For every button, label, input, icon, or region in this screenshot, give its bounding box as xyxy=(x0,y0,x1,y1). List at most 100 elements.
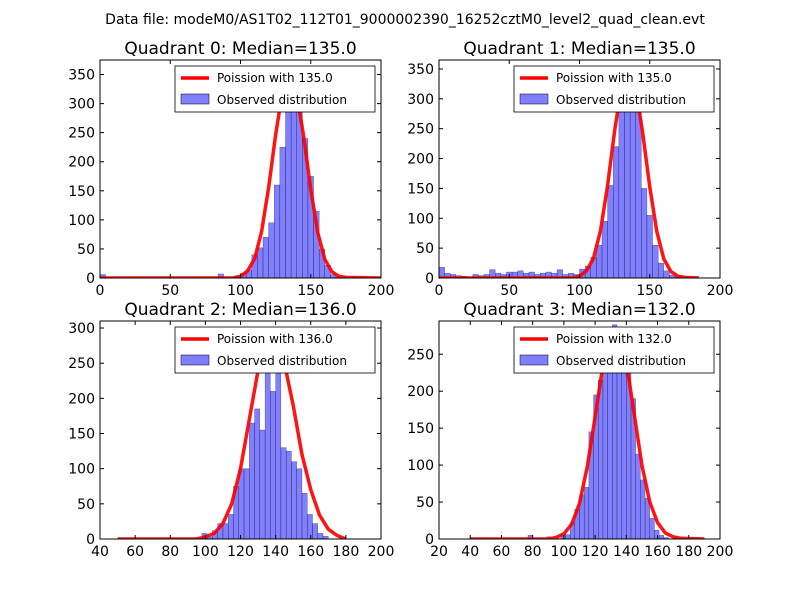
y-tick-label: 100 xyxy=(68,213,95,229)
legend-box xyxy=(513,65,715,113)
histogram-bar xyxy=(635,453,641,539)
legend-line-label: Poission with 135.0 xyxy=(217,71,333,85)
legend-line-label: Poission with 136.0 xyxy=(217,332,333,346)
x-tick-label: 120 xyxy=(582,544,609,560)
legend-bar-swatch xyxy=(180,93,210,105)
x-tick-label: 50 xyxy=(500,283,518,299)
subplot-title: Quadrant 1: Median=135.0 xyxy=(463,39,695,59)
histogram-bar xyxy=(285,112,292,278)
subplot-title: Quadrant 2: Median=136.0 xyxy=(124,300,356,320)
histogram-bar xyxy=(312,523,318,539)
legend-bar-label: Observed distribution xyxy=(217,354,347,368)
x-tick-label: 100 xyxy=(566,283,593,299)
histogram-bar xyxy=(629,92,636,278)
y-tick-label: 200 xyxy=(68,391,95,407)
y-tick-label: 150 xyxy=(68,184,95,200)
histogram-bar xyxy=(262,237,269,278)
legend: Poission with 135.0 Observed distribution xyxy=(513,65,715,113)
histogram-bar xyxy=(257,247,264,278)
histogram-bar xyxy=(254,408,261,539)
legend-box xyxy=(174,65,376,113)
x-tick-label: 60 xyxy=(493,544,511,560)
y-tick-label: 250 xyxy=(407,347,434,363)
figure-suptitle: Data file: modeM0/AS1T02_112T01_90000023… xyxy=(105,12,705,28)
y-tick-label: 50 xyxy=(416,495,434,511)
x-tick-label: 50 xyxy=(161,283,179,299)
x-tick-label: 180 xyxy=(675,544,702,560)
legend: Poission with 136.0 Observed distribution xyxy=(174,326,376,374)
y-tick-label: 0 xyxy=(425,271,434,287)
subplot-quadrant-0: Quadrant 0: Median=135.0 0 50 100 150 200 0 50… xyxy=(68,39,394,299)
histogram-bar xyxy=(616,357,622,539)
legend: Poission with 132.0 Observed distribution xyxy=(513,326,715,374)
y-tick-label: 0 xyxy=(425,532,434,548)
x-tick-label: 180 xyxy=(333,544,360,560)
x-tick-label: 60 xyxy=(126,544,144,560)
histogram-bar xyxy=(613,146,620,278)
x-tick-label: 200 xyxy=(368,283,395,299)
x-tick-label: 80 xyxy=(524,544,542,560)
y-tick-label: 250 xyxy=(407,122,434,138)
y-tick-label: 150 xyxy=(68,427,95,443)
legend-line-label: Poission with 135.0 xyxy=(556,71,672,85)
histogram-bar xyxy=(279,146,286,278)
histogram-bar xyxy=(607,350,613,539)
legend-bar-swatch xyxy=(180,354,210,366)
y-tick-label: 50 xyxy=(77,242,95,258)
x-tick-label: 80 xyxy=(161,544,179,560)
subplot-title: Quadrant 3: Median=132.0 xyxy=(463,300,695,320)
x-tick-label: 200 xyxy=(368,544,395,560)
y-tick-label: 0 xyxy=(86,271,95,287)
histogram-bar xyxy=(439,267,445,278)
histogram-bar xyxy=(285,450,292,539)
histogram-bar xyxy=(583,487,590,539)
y-tick-label: 100 xyxy=(407,458,434,474)
histogram-bar xyxy=(601,221,608,278)
y-tick-label: 350 xyxy=(68,68,95,84)
histogram-bar xyxy=(259,429,266,539)
x-tick-label: 40 xyxy=(91,544,109,560)
x-tick-label: 0 xyxy=(435,283,444,299)
y-tick-label: 300 xyxy=(68,321,95,337)
histogram-bar xyxy=(602,372,608,539)
x-tick-label: 140 xyxy=(262,544,289,560)
subplot-quadrant-1: Quadrant 1: Median=135.0 0 50 100 150 200 0 50… xyxy=(407,39,733,299)
y-tick-label: 200 xyxy=(407,384,434,400)
x-tick-label: 150 xyxy=(636,283,663,299)
histogram-bar xyxy=(565,534,571,539)
histogram-bar xyxy=(296,468,303,539)
y-tick-label: 100 xyxy=(407,211,434,227)
y-tick-label: 50 xyxy=(416,241,434,257)
x-tick-label: 200 xyxy=(707,544,734,560)
legend-bar-swatch xyxy=(519,93,549,105)
histogram-bar xyxy=(317,533,324,539)
legend-bar-label: Observed distribution xyxy=(556,354,686,368)
y-tick-label: 250 xyxy=(68,126,95,142)
legend-bar-label: Observed distribution xyxy=(217,93,347,107)
legend-box xyxy=(174,326,376,374)
y-tick-label: 0 xyxy=(86,532,95,548)
y-tick-label: 50 xyxy=(77,497,95,513)
axes-frame xyxy=(438,320,721,540)
subplot-title: Quadrant 0: Median=135.0 xyxy=(124,39,356,59)
y-tick-label: 200 xyxy=(407,152,434,168)
histogram-bar xyxy=(222,523,229,539)
y-tick-label: 350 xyxy=(407,62,434,78)
histogram-bar xyxy=(301,493,308,539)
y-tick-label: 150 xyxy=(407,421,434,437)
x-tick-label: 160 xyxy=(644,544,671,560)
legend-bar-swatch xyxy=(519,354,549,366)
histogram-bar xyxy=(274,184,281,278)
x-tick-label: 100 xyxy=(551,544,578,560)
histogram-bar xyxy=(646,215,653,278)
x-tick-label: 140 xyxy=(613,544,640,560)
y-tick-label: 150 xyxy=(407,181,434,197)
subplot-quadrant-3: Quadrant 3: Median=132.0 20 40 60 80 100 120 1… xyxy=(407,300,733,560)
histogram-bar xyxy=(663,270,670,278)
histogram-bar xyxy=(268,222,275,278)
histogram-bar xyxy=(228,514,234,539)
histogram-bar xyxy=(291,461,297,539)
y-tick-label: 200 xyxy=(68,155,95,171)
histogram-bar xyxy=(243,468,250,539)
